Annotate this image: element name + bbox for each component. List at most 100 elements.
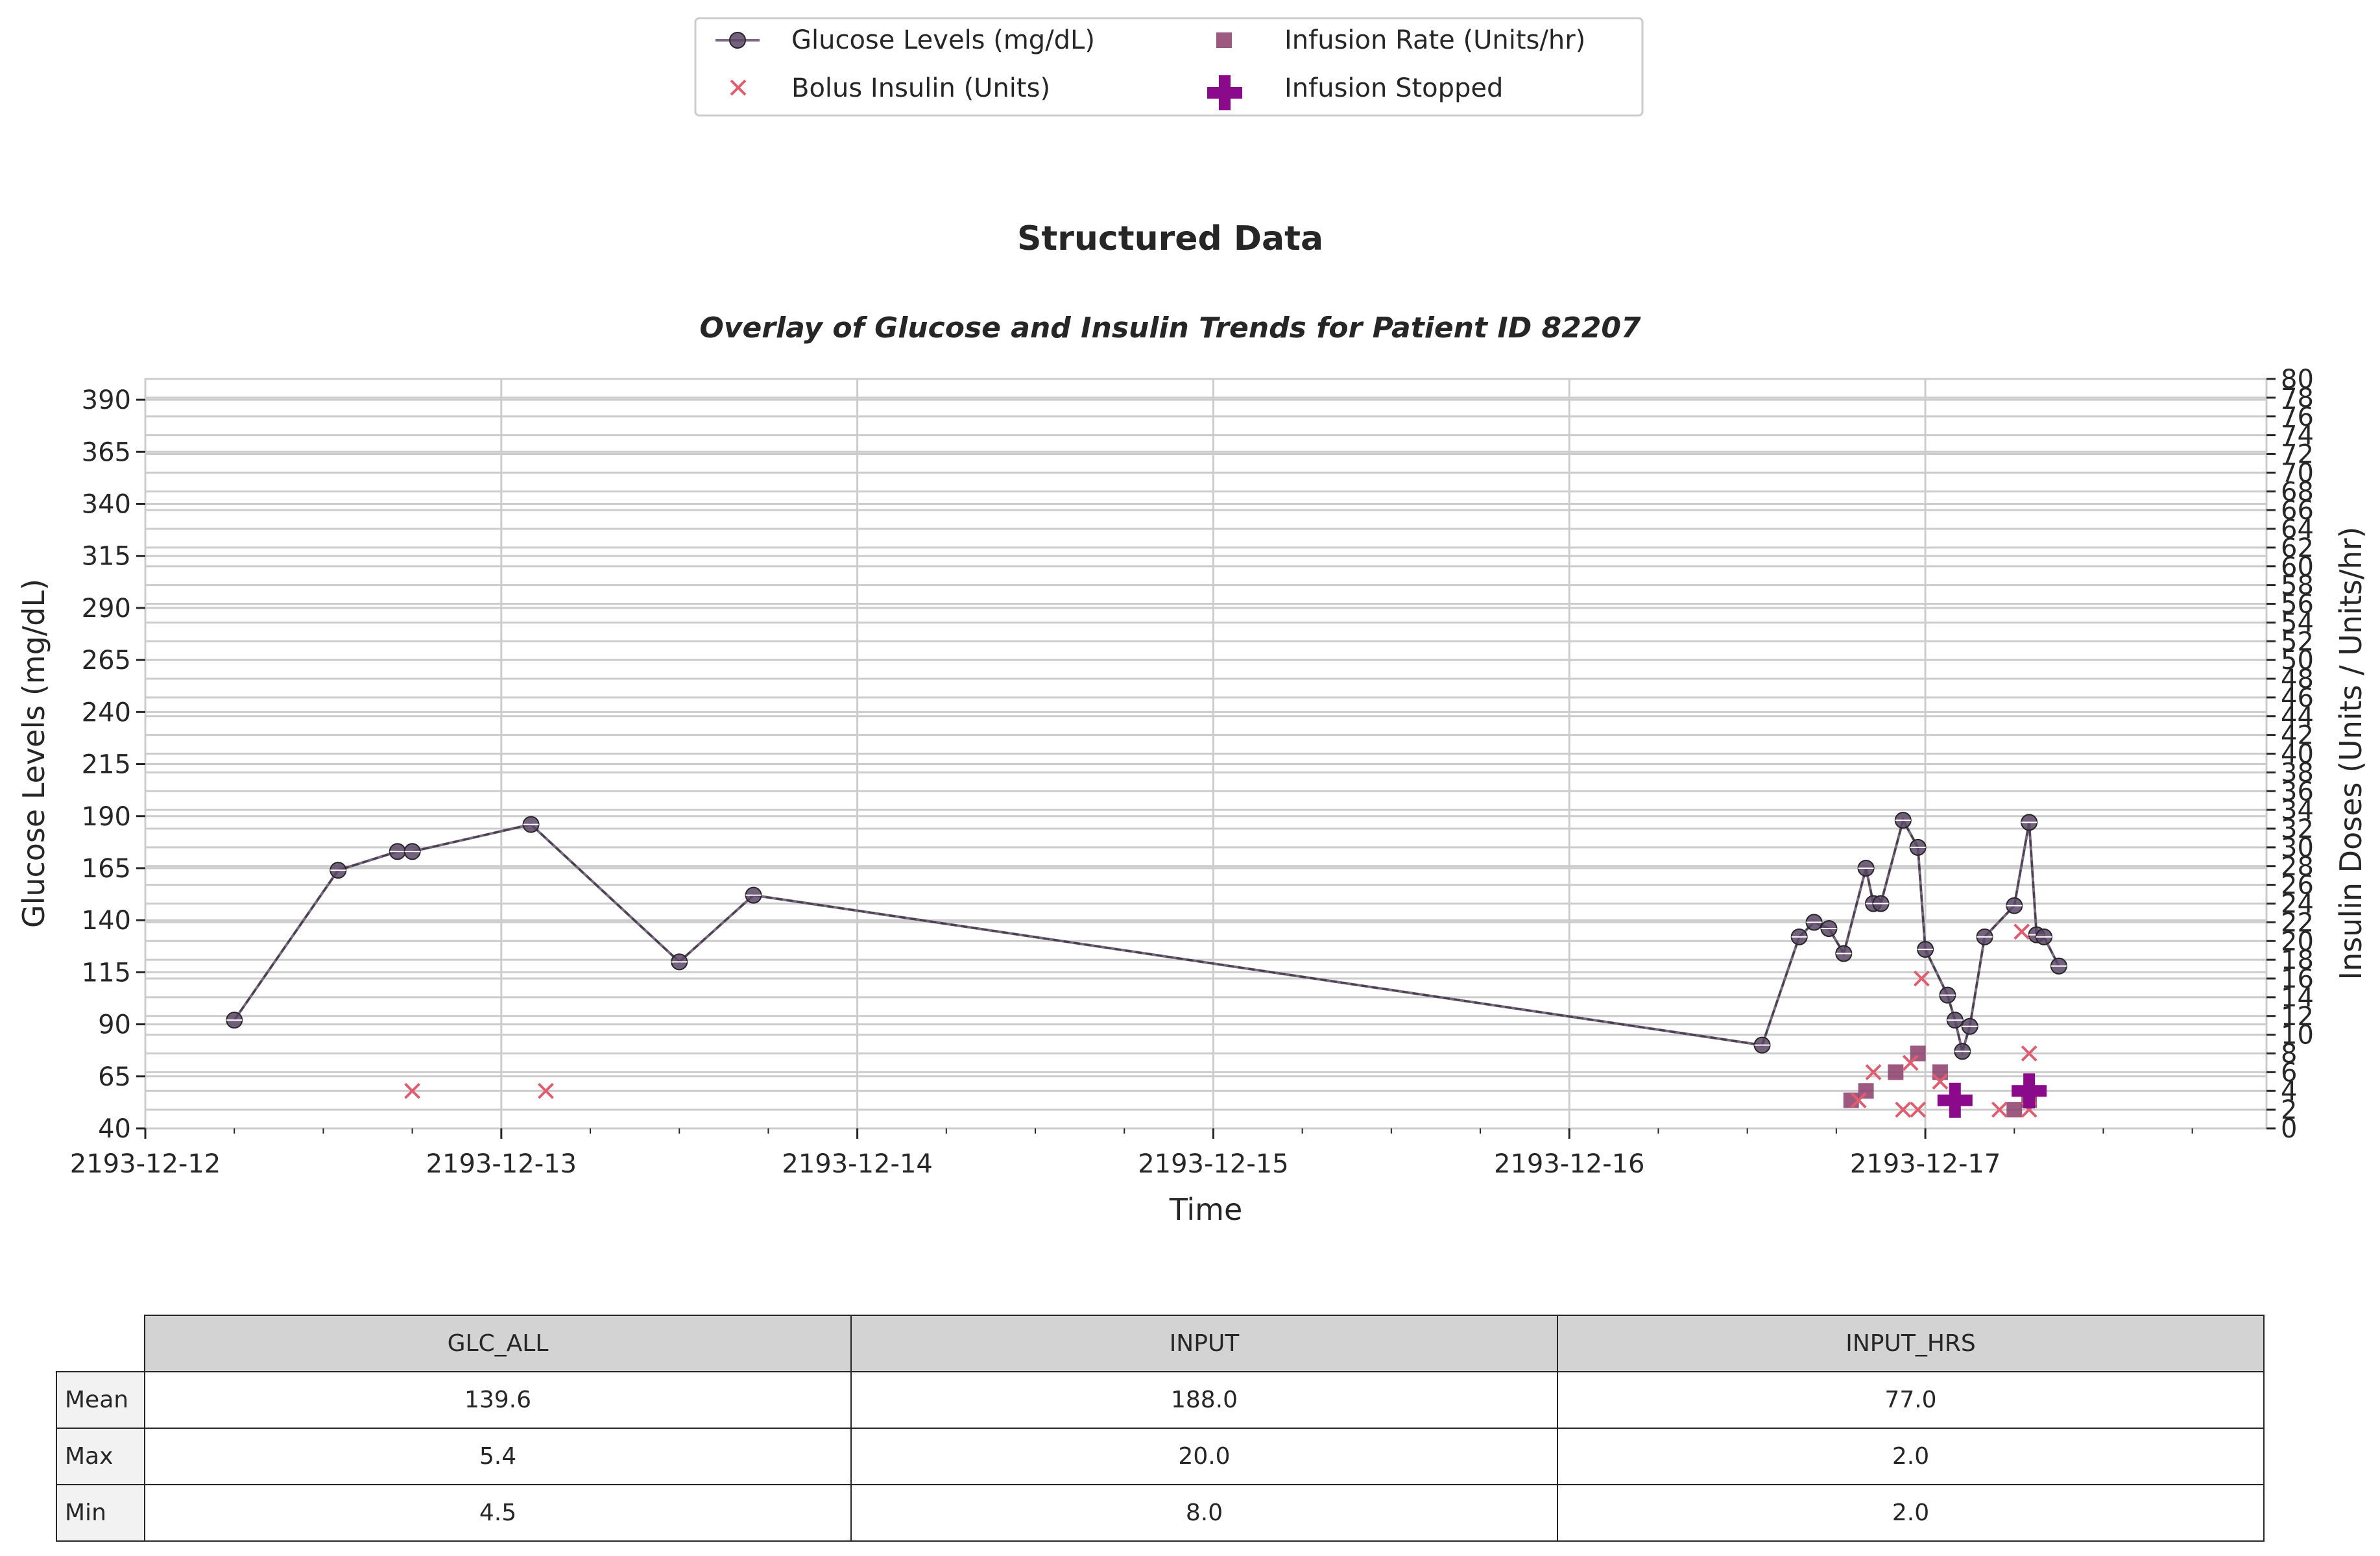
series	[226, 812, 2067, 1118]
infusion-point	[2006, 1102, 2023, 1118]
x-tick-label: 2193-12-13	[426, 1149, 577, 1179]
y2-tick-label: 50	[2281, 646, 2314, 675]
table-cell: 77.0	[1557, 1371, 2265, 1429]
infusion-point	[1843, 1092, 1859, 1108]
legend-square-infusion	[1216, 32, 1232, 48]
y-tick-label: 140	[82, 906, 131, 936]
y-tick-label: 365	[82, 437, 131, 467]
legend-box	[694, 17, 1644, 117]
y2-tick-label: 24	[2281, 890, 2314, 919]
y2-tick-label: 36	[2281, 777, 2314, 807]
y2-tick-label: 12	[2281, 1002, 2314, 1032]
y2-tick-label: 60	[2281, 552, 2314, 582]
table-row-label: Min	[56, 1484, 145, 1542]
y-tick-label: 190	[82, 802, 131, 832]
y2-tick-label: 54	[2281, 608, 2314, 638]
bolus-point	[1991, 1101, 2008, 1118]
x-axis: 2193-12-12 2193-12-13 2193-12-14 2193-12-15…	[70, 1128, 2193, 1179]
y2-tick-label: 0	[2281, 1114, 2297, 1144]
legend-plus-stopped	[1207, 75, 1242, 110]
y2-tick-label: 78	[2281, 383, 2314, 413]
y-tick-label: 340	[82, 490, 131, 520]
table-row: Mean 139.6 188.0 77.0	[56, 1371, 2265, 1429]
y2-tick-label: 6	[2281, 1058, 2297, 1088]
y2-tick-label: 20	[2281, 927, 2314, 956]
bolus-point	[1932, 1073, 1949, 1090]
table-header-row: GLC_ALL INPUT INPUT_HRS	[56, 1315, 2265, 1372]
bolus-point	[2021, 1045, 2037, 1062]
y-axis-right: 0246810121416182022242628303234363840424…	[2266, 365, 2314, 1144]
y2-tick-label: 14	[2281, 983, 2314, 1013]
y-tick-label: 115	[82, 958, 131, 988]
y-tick-label: 240	[82, 698, 131, 727]
table-cell: 2.0	[1557, 1484, 2265, 1542]
y2-tick-label: 18	[2281, 945, 2314, 975]
legend-item-stopped: Infusion Stopped	[1207, 73, 1503, 110]
y2-tick-label: 64	[2281, 515, 2314, 544]
legend-label-glucose: Glucose Levels (mg/dL)	[791, 25, 1095, 55]
table-cell: 8.0	[850, 1484, 1558, 1542]
table-row: Max 5.4 20.0 2.0	[56, 1428, 2265, 1485]
y2-tick-label: 58	[2281, 571, 2314, 601]
y-axis-label: Glucose Levels (mg/dL)	[16, 579, 51, 928]
y-tick-label: 65	[98, 1062, 131, 1092]
table-cell: 5.4	[144, 1428, 852, 1485]
legend-item-glucose: Glucose Levels (mg/dL)	[715, 25, 1095, 55]
legend: Glucose Levels (mg/dL) Infusion Rate (Un…	[694, 17, 1644, 117]
y2-axis-label: Insulin Doses (Units / Units/hr)	[2333, 526, 2368, 980]
infusion-stopped-point	[2012, 1073, 2047, 1109]
infusion-point	[1858, 1083, 1874, 1099]
bolus-point	[404, 1082, 421, 1099]
x-tick-label: 2193-12-17	[1850, 1149, 2001, 1179]
figure-title: Structured Data	[1017, 219, 1323, 258]
summary-table: GLC_ALL INPUT INPUT_HRS Mean 139.6 188.0…	[56, 1315, 2265, 1542]
y2-tick-label: 34	[2281, 796, 2314, 825]
y2-tick-label: 56	[2281, 590, 2314, 620]
y2-tick-label: 48	[2281, 664, 2314, 694]
legend-item-bolus: Bolus Insulin (Units)	[730, 73, 1050, 103]
infusion-stopped-point	[1937, 1082, 1973, 1118]
y2-tick-label: 68	[2281, 477, 2314, 507]
bolus-point	[2013, 923, 2030, 940]
y2-tick-label: 28	[2281, 852, 2314, 882]
y-tick-label: 290	[82, 594, 131, 624]
y2-tick-label: 46	[2281, 683, 2314, 713]
x-axis-label: Time	[1169, 1192, 1243, 1227]
y2-tick-label: 10	[2281, 1021, 2314, 1051]
x-tick-label: 2193-12-16	[1494, 1149, 1644, 1179]
glucose-line-dashed	[233, 818, 2060, 1056]
table-corner	[56, 1315, 145, 1372]
y2-tick-label: 4	[2281, 1076, 2297, 1106]
table-row: Min 4.5 8.0 2.0	[56, 1484, 2265, 1542]
bolus-point	[537, 1082, 554, 1099]
y2-tick-label: 52	[2281, 627, 2314, 657]
x-tick-label: 2193-12-12	[70, 1149, 221, 1179]
y2-tick-label: 62	[2281, 533, 2314, 563]
table-cell: 188.0	[850, 1371, 1558, 1429]
table-cell: 20.0	[850, 1428, 1558, 1485]
y2-tick-label: 42	[2281, 721, 2314, 751]
infusion-point	[1910, 1045, 1926, 1062]
y2-tick-label: 40	[2281, 740, 2314, 770]
bolus-point	[1913, 970, 1930, 987]
y-tick-label: 40	[98, 1114, 131, 1144]
y-tick-label: 215	[82, 750, 131, 780]
table-row-label: Mean	[56, 1371, 145, 1429]
y2-tick-label: 22	[2281, 908, 2314, 938]
chart-subtitle: Overlay of Glucose and Insulin Trends fo…	[699, 311, 1641, 345]
chart: Glucose Levels (mg/dL) Infusion Rate (Un…	[16, 17, 2368, 1227]
y2-tick-label: 74	[2281, 421, 2314, 451]
y2-tick-label: 80	[2281, 365, 2314, 395]
legend-label-stopped: Infusion Stopped	[1284, 73, 1503, 103]
y-tick-label: 90	[98, 1010, 131, 1040]
y2-tick-label: 66	[2281, 496, 2314, 526]
y2-tick-label: 8	[2281, 1039, 2297, 1069]
y2-tick-label: 30	[2281, 833, 2314, 863]
y-tick-label: 165	[82, 854, 131, 884]
y2-tick-label: 32	[2281, 814, 2314, 844]
legend-label-infusion: Infusion Rate (Units/hr)	[1284, 25, 1585, 55]
infusion-point	[1888, 1064, 1904, 1080]
y-tick-label: 265	[82, 646, 131, 675]
y2-tick-label: 16	[2281, 964, 2314, 994]
legend-circle-glucose	[729, 32, 746, 49]
